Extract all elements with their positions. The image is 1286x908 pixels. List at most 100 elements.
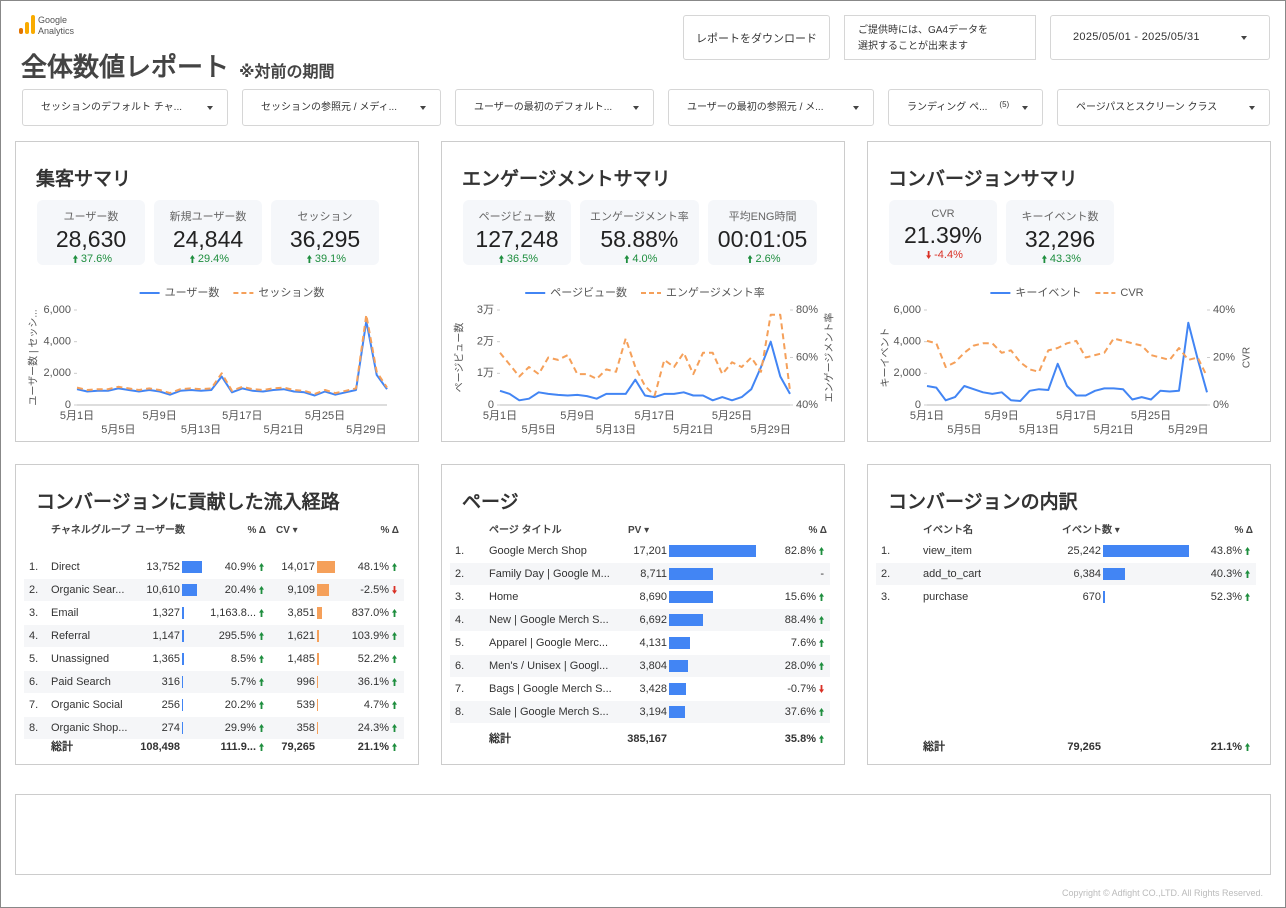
x-tick-label: 5月9日 <box>143 410 177 422</box>
x-tick-label: 5月29日 <box>1168 424 1208 436</box>
cell-text: 1. <box>881 545 891 557</box>
cell-text: 1,621 <box>287 630 315 642</box>
delta-text: 28.0% <box>784 660 816 672</box>
kpi-delta: 2.6% <box>718 253 808 265</box>
number-cell: 14,017 <box>281 556 315 578</box>
cell-text: 8. <box>29 722 39 734</box>
engagement-panel: エンゲージメントサマリ ページビュー数 127,248 36.5% エンゲージメント率 5… <box>441 141 845 442</box>
kpi-label: 平均ENG時間 <box>728 211 797 223</box>
number-cell: 3,851 <box>287 602 315 624</box>
name-cell: Family Day | Google M... <box>489 563 610 585</box>
table-bar <box>182 607 184 619</box>
cell-text: Email <box>51 607 79 619</box>
legend: キーイベント CVR <box>990 287 1144 299</box>
table-bar <box>669 614 703 626</box>
cell-text: 14,017 <box>281 561 315 573</box>
number-cell: 3,194 <box>639 701 667 723</box>
cell-text: Referral <box>51 630 91 642</box>
x-tick-label: 5月25日 <box>1131 410 1171 422</box>
download-button[interactable]: レポートをダウンロード <box>683 15 830 60</box>
tick-label: 6,000 <box>43 304 71 316</box>
tick-label: 40% <box>796 399 818 411</box>
series-line <box>926 337 1208 377</box>
cell-text: 6,384 <box>1073 568 1101 580</box>
cell-text: 2. <box>881 568 891 580</box>
kpi-card: 平均ENG時間 00:01:05 2.6% <box>707 200 818 265</box>
filter-label: ランディング ペ... <box>907 102 988 113</box>
delta-text: -2.5% <box>360 584 389 596</box>
rank-cell: 1. <box>455 540 464 562</box>
rank-cell: 3. <box>29 602 38 624</box>
filter-label: ユーザーの最初の参照元 / メ... <box>687 102 824 113</box>
x-tick-label: 5月1日 <box>60 410 94 422</box>
x-tick-label: 5月29日 <box>750 424 790 436</box>
tick-label: 2,000 <box>43 367 71 379</box>
cell-text: 3. <box>29 607 39 619</box>
cell-text: purchase <box>923 591 969 603</box>
column-header: ユーザー数 <box>135 525 185 536</box>
kpi-value: 127,248 <box>475 226 559 252</box>
cell-text: 総計 <box>923 741 945 753</box>
filter-dropdown[interactable]: ページパスとスクリーン クラス <box>1057 89 1270 126</box>
legend: ページビュー数 エンゲージメント率 <box>525 286 765 299</box>
filter-dropdown[interactable]: ユーザーの最初のデフォルト... <box>455 89 654 126</box>
rank-cell: 1. <box>881 540 890 562</box>
name-cell: view_item <box>923 540 972 562</box>
delta-arrow <box>1041 255 1047 263</box>
delta-cell: 111.9... <box>221 736 264 758</box>
filter-dropdown[interactable]: セッションの参照元 / メディ... <box>242 89 441 126</box>
cell-text: Google Merch Shop <box>489 545 587 557</box>
filter-dropdown[interactable]: セッションのデフォルト チャ... <box>22 89 228 126</box>
delta-cell: 837.0% <box>352 602 397 624</box>
rank-cell: 8. <box>29 717 38 739</box>
delta-cell: 103.9% <box>352 625 397 647</box>
table-bar <box>1103 545 1189 557</box>
filter-dropdown[interactable]: ユーザーの最初の参照元 / メ... <box>668 89 874 126</box>
number-cell: 6,692 <box>639 609 667 631</box>
cell-text: 10,610 <box>146 584 180 596</box>
delta-arrow <box>819 593 824 601</box>
rank-cell: 3. <box>881 586 890 608</box>
legend-label: ユーザー数 <box>165 286 220 299</box>
cell-text: 79,265 <box>1067 741 1101 753</box>
delta-text: -4.4% <box>934 249 963 261</box>
note-box: ご提供時には、GA4データを 選択することが出来ます <box>844 15 1036 60</box>
note-line: 選択することが出来ます <box>858 41 968 52</box>
x-tick-label: 5月25日 <box>712 410 752 422</box>
panel-title: コンバージョンサマリ <box>888 169 1078 190</box>
total-cell: 79,265 <box>281 736 315 758</box>
x-tick-label: 5月1日 <box>910 410 944 422</box>
kpi-row: ページビュー数 127,248 36.5% エンゲージメント率 58.88% 4.0% 平均… <box>463 200 818 265</box>
delta-text: 21.1% <box>357 741 389 753</box>
delta-arrow <box>259 609 264 617</box>
filter-dropdown[interactable]: ランディング ペ... (5) <box>888 89 1043 126</box>
date-picker[interactable]: 2025/05/01 - 2025/05/31 <box>1050 15 1270 60</box>
cell-text: Paid Search <box>51 676 111 688</box>
x-tick-label: 5月21日 <box>1093 424 1133 436</box>
name-cell: Organic Sear... <box>51 579 124 601</box>
delta-cell: 43.8% <box>1211 540 1250 562</box>
name-cell: Organic Social <box>51 694 123 716</box>
delta-arrow <box>747 255 753 263</box>
kpi-value: 28,630 <box>55 226 127 252</box>
rank-cell: 2. <box>29 579 38 601</box>
header-cell: % Δ <box>381 520 400 542</box>
row-shade <box>24 671 404 693</box>
delta-cell: 295.5% <box>219 625 264 647</box>
cell-text: 1,327 <box>152 607 180 619</box>
cell-text: 3,428 <box>639 683 667 695</box>
delta-text: 40.3% <box>1210 568 1242 580</box>
delta-arrow <box>819 685 824 693</box>
legend-label: セッション数 <box>258 286 324 299</box>
cell-text: Organic Sear... <box>51 584 125 596</box>
delta-text: 36.1% <box>357 676 389 688</box>
kpi-card: CVR 21.39% -4.4% <box>889 200 997 265</box>
cell-text: Apparel | Google Merc... <box>489 637 609 649</box>
delta-text: 837.0% <box>351 607 389 619</box>
delta-text: 52.2% <box>357 653 389 665</box>
delta-text: 39.1% <box>314 253 347 265</box>
cell-text: 1,365 <box>152 653 180 665</box>
kpi-card: エンゲージメント率 58.88% 4.0% <box>580 200 699 265</box>
cell-text: 256 <box>161 699 180 711</box>
